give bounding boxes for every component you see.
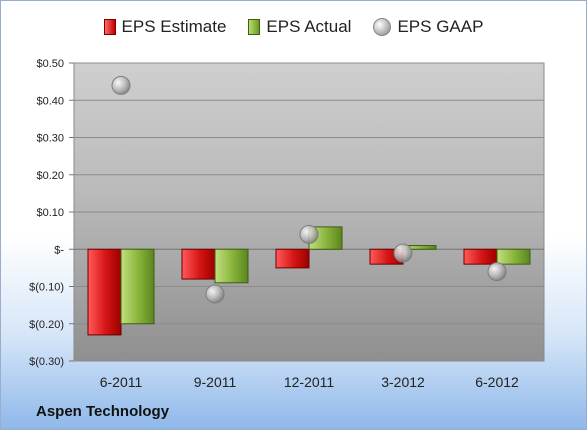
y-tick-label: $0.20	[36, 170, 64, 182]
legend-item-estimate: EPS Estimate	[103, 17, 227, 37]
y-tick-label: $(0.30)	[29, 356, 64, 368]
x-tick-label: 6-2011	[100, 374, 143, 390]
company-label: Aspen Technology	[36, 403, 170, 420]
point-eps-gaap	[111, 75, 131, 95]
legend-label-gaap: EPS GAAP	[397, 17, 484, 36]
y-tick-label: $0.30	[36, 133, 64, 145]
chart-legend: EPS Estimate EPS Actual EPS GAAP	[1, 17, 586, 37]
y-axis: $0.50 $0.40 $0.30 $0.20 $0.10 $- $(0.10) $(0.20…	[29, 58, 74, 368]
bar-eps-estimate	[181, 248, 216, 280]
legend-item-gaap: EPS GAAP	[373, 17, 483, 37]
y-tick-label: $0.40	[36, 95, 64, 107]
legend-swatch-gaap	[373, 18, 392, 36]
x-tick-label: 12-2011	[284, 374, 335, 390]
y-tick-label: $-	[54, 244, 64, 256]
bar-eps-actual	[120, 248, 155, 325]
bar-eps-actual	[496, 248, 531, 265]
x-tick-label: 3-2012	[381, 374, 425, 390]
legend-label-estimate: EPS Estimate	[121, 17, 227, 36]
x-tick-label: 6-2012	[475, 374, 519, 390]
legend-swatch-estimate	[103, 19, 116, 35]
y-tick-label: $0.10	[36, 207, 64, 219]
legend-item-actual: EPS Actual	[248, 17, 351, 37]
point-eps-gaap	[205, 284, 225, 304]
bar-eps-actual	[214, 248, 249, 284]
x-tick-label: 9-2011	[194, 374, 237, 390]
y-tick-label: $(0.10)	[29, 282, 64, 294]
legend-label-actual: EPS Actual	[266, 17, 352, 36]
bar-eps-estimate	[275, 248, 310, 269]
point-eps-gaap	[393, 243, 413, 263]
legend-swatch-actual	[248, 19, 261, 35]
bar-eps-estimate	[87, 248, 122, 336]
bar-eps-estimate	[463, 248, 498, 265]
gaap-points	[111, 75, 507, 304]
point-eps-gaap	[487, 262, 507, 282]
point-eps-gaap	[299, 224, 319, 244]
y-tick-label: $(0.20)	[29, 319, 64, 331]
bars	[87, 226, 531, 336]
y-tick-label: $0.50	[36, 58, 64, 70]
